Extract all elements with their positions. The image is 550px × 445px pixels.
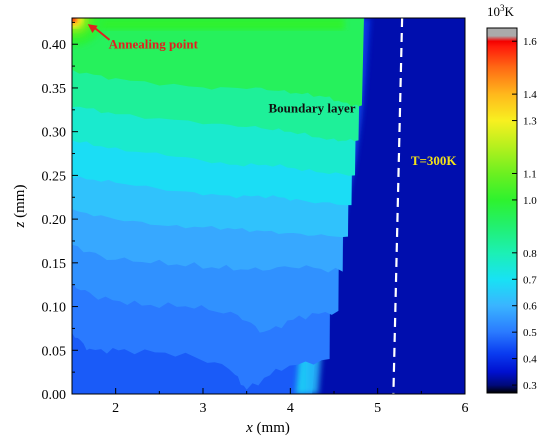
x-axis: 2 3 4 5 6: [71, 388, 469, 416]
annealing-point-label: Annealing point: [109, 37, 199, 52]
y-tick-label-0.2: 0.20: [42, 213, 67, 228]
x-tick-label-4: 4: [287, 401, 294, 416]
x-tick-label-3: 3: [200, 401, 207, 416]
colorbar-tick-label-0.8: 0.8: [523, 248, 537, 260]
y-axis-label-var: z: [12, 221, 28, 228]
x-tick-label-2: 2: [112, 401, 119, 416]
isotherm-band-0.93: [72, 18, 364, 107]
y-tick-label-0.05: 0.05: [42, 344, 67, 359]
isotherm-300k-line: [392, 17, 404, 395]
colorbar-tick-label-1: 1.0: [523, 195, 537, 207]
colorbar-tick-label-0.6: 0.6: [523, 301, 537, 313]
colorbar-unit-suffix: K: [505, 4, 515, 19]
colorbar-tick-label-1.6: 1.6: [523, 36, 537, 48]
colorbar-unit: 103K: [487, 3, 515, 19]
colorbar-tick-label-0.4: 0.4: [523, 354, 537, 366]
plot-frame: [71, 17, 466, 395]
y-tick-label-0.1: 0.10: [42, 301, 67, 316]
x-tick-label-6: 6: [462, 401, 469, 416]
temperature-300k-label: T=300K: [411, 153, 458, 168]
x-tick-label-5: 5: [374, 401, 381, 416]
colorbar-unit-exp: 3: [500, 3, 505, 13]
colorbar-tick-label-0.3: 0.3: [523, 380, 537, 392]
y-tick-label-0: 0.00: [42, 388, 67, 403]
x-axis-label-var: x: [245, 420, 253, 436]
colorbar-tick-label-0.5: 0.5: [523, 327, 537, 339]
colorbar-unit-base: 10: [487, 4, 500, 19]
x-axis-label: x (mm): [245, 420, 290, 436]
colorbar: 0.3 0.4 0.5 0.6 0.7 0.8 1.0 1.1 1.3 1.4 1.6: [486, 27, 537, 394]
surface-layer: [72, 18, 345, 30]
heatmap-field: [72, 18, 465, 394]
colorbar-tick-label-0.7: 0.7: [523, 274, 537, 286]
colorbar-gradient: [486, 27, 518, 394]
hot-spot-ring-7: [72, 18, 75, 21]
y-tick-label-0.15: 0.15: [42, 257, 67, 272]
y-tick-label-0.3: 0.30: [42, 126, 67, 141]
boundary-layer-label: Boundary layer: [269, 100, 356, 115]
y-axis-label: z (mm): [12, 185, 28, 229]
annealing-arrow-head: [87, 24, 98, 34]
y-tick-label-0.25: 0.25: [42, 169, 67, 184]
x-axis-label-unit: (mm): [253, 420, 290, 436]
y-axis-label-unit: (mm): [12, 185, 28, 222]
colorbar-tick-label-1.1: 1.1: [523, 168, 537, 180]
y-axis: 0.00 0.05 0.10 0.15 0.20 0.25 0.30 0.35 0.40: [42, 21, 78, 403]
colorbar-tick-label-1.4: 1.4: [523, 89, 537, 101]
colorbar-tick-label-1.3: 1.3: [523, 116, 537, 128]
annealing-arrow-shaft: [93, 26, 111, 41]
y-tick-label-0.4: 0.40: [42, 38, 67, 53]
y-tick-label-0.35: 0.35: [42, 82, 67, 97]
plot-overlay: Annealing point Boundary layer T=300K: [87, 17, 458, 395]
